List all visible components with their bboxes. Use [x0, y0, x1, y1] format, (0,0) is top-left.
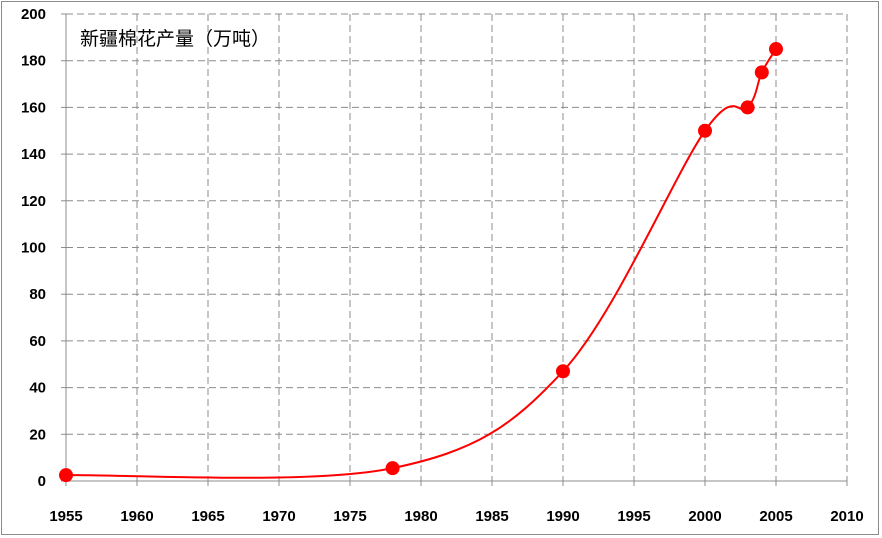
x-tick-label: 1955 — [49, 508, 82, 525]
x-tick-label: 2010 — [830, 508, 863, 525]
y-tick-label: 80 — [29, 286, 46, 303]
y-tick-label: 0 — [38, 473, 46, 490]
x-tick-label: 1960 — [120, 508, 153, 525]
y-tick-label: 20 — [29, 426, 46, 443]
series-points — [59, 42, 783, 483]
x-tick-label: 1985 — [475, 508, 508, 525]
x-tick-label: 1980 — [404, 508, 437, 525]
axes — [61, 13, 848, 486]
data-point — [740, 100, 755, 115]
data-point — [59, 468, 73, 483]
y-tick-label: 160 — [21, 99, 46, 116]
data-point — [698, 123, 712, 138]
y-tick-label: 40 — [29, 380, 46, 397]
x-tick-label: 2000 — [688, 508, 721, 525]
x-tick-label: 1990 — [546, 508, 579, 525]
y-tick-label: 180 — [21, 53, 46, 70]
x-tick-label: 2005 — [759, 508, 792, 525]
x-tick-label: 1965 — [191, 508, 224, 525]
data-point — [769, 42, 783, 57]
series-line — [65, 48, 777, 479]
y-tick-label: 60 — [29, 333, 46, 350]
x-axis-ticks: 1955 1960 1965 1970 1975 1980 1985 1990 1995 2000… — [49, 508, 863, 525]
chart-title: 新疆棉花产量（万吨） — [80, 28, 271, 50]
x-tick-label: 1970 — [262, 508, 295, 525]
data-point — [754, 65, 769, 80]
y-tick-label: 200 — [21, 6, 46, 23]
y-tick-label: 120 — [21, 193, 46, 210]
x-tick-label: 1995 — [617, 508, 650, 525]
data-point — [556, 364, 570, 379]
y-tick-label: 100 — [21, 240, 46, 257]
x-tick-label: 1975 — [333, 508, 366, 525]
data-point — [385, 461, 400, 476]
y-tick-label: 140 — [21, 146, 46, 163]
y-axis-ticks: 0 20 40 60 80 100 120 140 160 180 200 — [21, 6, 46, 490]
gridlines — [66, 13, 848, 481]
